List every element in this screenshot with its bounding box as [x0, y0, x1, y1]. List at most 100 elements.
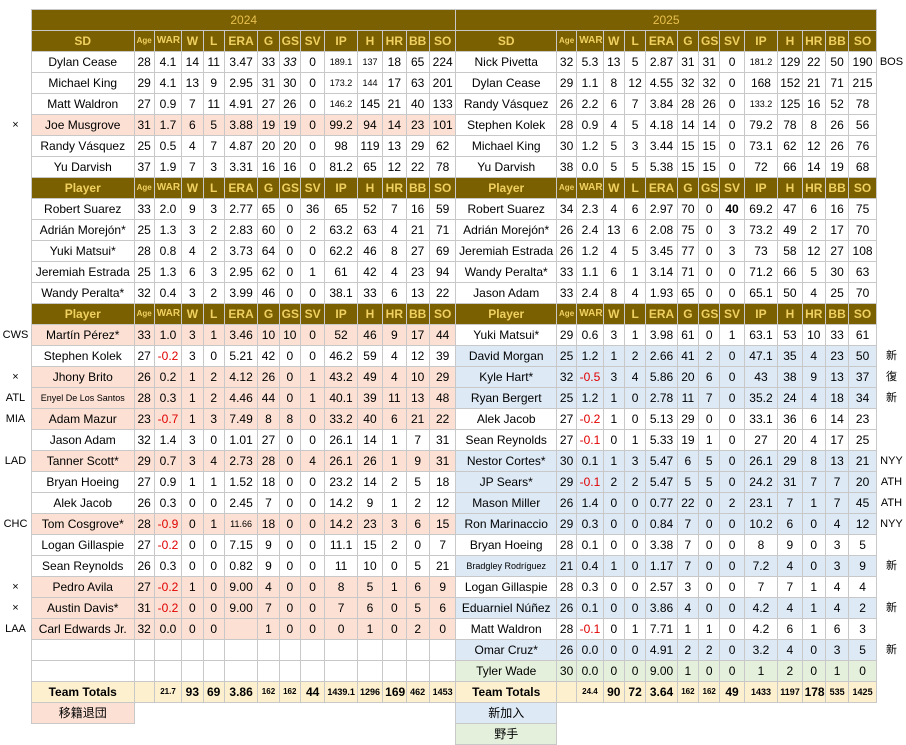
right-age-cell: 33 — [555, 261, 578, 283]
right-sv-cell: 0 — [719, 345, 745, 367]
right-hr-cell: 4 — [801, 345, 826, 367]
left-war-cell: 1.3 — [153, 261, 183, 283]
right-h-cell: 4 — [777, 597, 803, 619]
left-age-cell: 33 — [133, 198, 155, 220]
right-g-cell: 11 — [676, 387, 700, 409]
left-l-cell: 0 — [202, 429, 225, 451]
right-war-cell: 1.4 — [576, 492, 604, 514]
left-gs-cell: 0 — [278, 219, 301, 241]
left-so-cell: 7 — [428, 534, 457, 556]
left-gs-cell — [278, 660, 301, 682]
left-ip-cell: 65 — [324, 198, 358, 220]
right-h-cell: 47 — [777, 198, 803, 220]
departure-destination-note — [0, 93, 32, 115]
right-age-cell: 29 — [555, 324, 578, 346]
departure-destination-note: MIA — [0, 408, 32, 430]
right-sv-cell: 0 — [719, 597, 745, 619]
left-total-war: 21.7 — [153, 681, 183, 703]
right-age-cell: 38 — [555, 156, 578, 178]
left-hr-cell — [382, 660, 407, 682]
right-h-cell: 58 — [777, 240, 803, 262]
right-era-cell: 0.77 — [645, 492, 678, 514]
left-hr-cell: 13 — [382, 135, 407, 157]
right-sv-cell: 2 — [719, 492, 745, 514]
right-sv-cell: 0 — [719, 156, 745, 178]
left-player-name-cell: Carl Edwards Jr. — [30, 618, 135, 640]
column-header-so: SO — [428, 303, 457, 325]
left-l-cell: 4 — [202, 450, 225, 472]
left-h-cell: 14 — [356, 429, 384, 451]
left-g-cell: 20 — [257, 135, 280, 157]
left-hr-cell: 7 — [382, 198, 407, 220]
left-era-cell: 7.49 — [223, 408, 259, 430]
left-hr-cell: 8 — [382, 240, 407, 262]
right-ip-cell: 8 — [743, 534, 779, 556]
column-header-ip: IP — [324, 30, 358, 52]
right-l-cell: 7 — [623, 93, 647, 115]
column-header-gs: GS — [698, 30, 721, 52]
right-ip-cell: 79.2 — [743, 114, 779, 136]
column-header-bb: BB — [824, 303, 850, 325]
left-sv-cell: 0 — [299, 93, 326, 115]
left-sv-cell: 36 — [299, 198, 326, 220]
left-bb-cell: 23 — [405, 261, 430, 283]
right-era-cell: 3.38 — [645, 534, 678, 556]
right-so-cell: 21 — [848, 450, 877, 472]
right-h-cell: 62 — [777, 135, 803, 157]
right-hr-cell: 12 — [801, 240, 826, 262]
right-note-spacer — [876, 30, 906, 52]
left-l-cell: 7 — [202, 135, 225, 157]
right-g-cell: 7 — [676, 534, 700, 556]
right-sv-cell: 3 — [719, 219, 745, 241]
player-row: Yuki Matsui* 28 0.8 4 2 3.73 64 0 0 62.2 46 8 27 69 Je… — [0, 240, 906, 262]
left-so-cell: 62 — [428, 135, 457, 157]
left-total-gs: 162 — [278, 681, 301, 703]
right-w-cell: 4 — [602, 240, 625, 262]
acquisition-source-note — [876, 429, 906, 451]
right-bb-cell: 27 — [824, 240, 850, 262]
left-g-cell: 18 — [257, 513, 280, 535]
right-gs-cell: 1 — [698, 618, 721, 640]
departure-destination-note — [0, 429, 32, 451]
right-h-cell: 20 — [777, 429, 803, 451]
year-header-row: 2024 2025 — [0, 9, 906, 31]
left-total-age — [133, 681, 155, 703]
right-hr-cell: 9 — [801, 366, 826, 388]
right-hr-cell: 0 — [801, 639, 826, 661]
left-w-cell: 3 — [181, 345, 204, 367]
left-sv-cell: 0 — [299, 156, 326, 178]
right-l-cell: 0 — [623, 660, 647, 682]
left-bb-cell: 21 — [405, 408, 430, 430]
right-so-cell: 78 — [848, 93, 877, 115]
left-age-cell: 25 — [133, 135, 155, 157]
left-hr-cell: 4 — [382, 345, 407, 367]
right-note-spacer — [876, 303, 906, 325]
left-g-cell: 9 — [257, 555, 280, 577]
right-l-cell: 6 — [623, 219, 647, 241]
right-g-cell: 7 — [676, 513, 700, 535]
left-hr-cell: 11 — [382, 387, 407, 409]
right-w-cell: 1 — [602, 345, 625, 367]
left-age-cell: 26 — [133, 366, 155, 388]
left-w-cell: 7 — [181, 93, 204, 115]
right-l-cell: 1 — [623, 618, 647, 640]
right-sv-cell: 0 — [719, 660, 745, 682]
left-ip-cell: 43.2 — [324, 366, 358, 388]
left-hr-cell: 1 — [382, 450, 407, 472]
right-era-cell: 5.33 — [645, 429, 678, 451]
column-header-hr: HR — [382, 30, 407, 52]
left-ip-cell: 26.1 — [324, 450, 358, 472]
right-so-cell: 56 — [848, 114, 877, 136]
left-hr-cell: 0 — [382, 618, 407, 640]
left-sv-cell: 0 — [299, 345, 326, 367]
left-hr-cell: 17 — [382, 72, 407, 94]
left-h-cell — [356, 639, 384, 661]
right-bb-cell: 4 — [824, 597, 850, 619]
left-total-so: 1453 — [428, 681, 457, 703]
right-bb-cell: 33 — [824, 324, 850, 346]
left-w-cell: 0 — [181, 555, 204, 577]
left-hr-cell: 21 — [382, 93, 407, 115]
right-sv-cell: 0 — [719, 450, 745, 472]
left-era-cell: 3.73 — [223, 240, 259, 262]
right-w-cell: 2 — [602, 471, 625, 493]
